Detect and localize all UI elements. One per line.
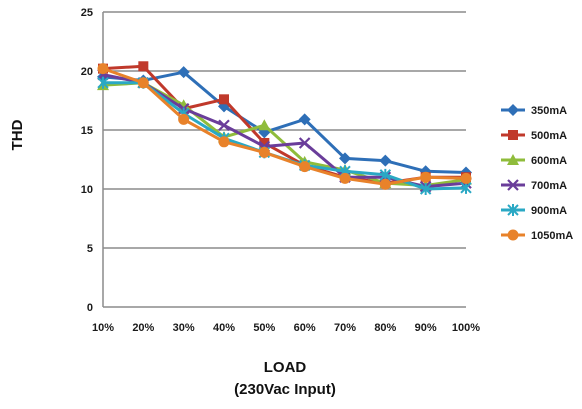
series-line-600mA <box>101 81 468 187</box>
data-point-350mA <box>379 154 392 167</box>
series-350mA <box>97 66 472 179</box>
legend-label: 600mA <box>531 155 567 167</box>
legend-marker <box>507 204 519 216</box>
data-point-500mA <box>259 137 270 148</box>
legend-label: 700mA <box>531 180 567 192</box>
data-point-1050mA <box>97 63 109 75</box>
y-tick-label: 25 <box>81 7 93 19</box>
x-tick-label: 50% <box>253 322 275 334</box>
legend-item-1050mA: 1050mA <box>501 229 573 242</box>
legend-marker <box>507 229 519 241</box>
data-point-1050mA <box>339 172 351 184</box>
data-point-900mA <box>97 76 109 89</box>
legend-item-700mA: 700mA <box>501 179 567 192</box>
data-point-900mA <box>419 183 432 195</box>
data-point-350mA <box>339 152 351 165</box>
x-tick-label: 60% <box>294 322 316 334</box>
legend-label: 900mA <box>531 205 567 217</box>
data-point-1050mA <box>460 172 472 184</box>
data-point-350mA <box>298 113 311 126</box>
x-tick-label: 10% <box>92 322 114 334</box>
y-tick-labels: 0 5 10 15 20 25 <box>81 7 93 314</box>
legend: 350mA 500mA 600mA 700mA 900mA 1050mA <box>501 104 573 242</box>
x-tick-label: 40% <box>213 322 235 334</box>
x-tick-label: 70% <box>334 322 356 334</box>
legend-marker <box>507 179 519 191</box>
data-point-1050mA <box>420 171 432 183</box>
y-tick-label: 0 <box>87 302 93 314</box>
x-tick-label: 20% <box>132 322 154 334</box>
y-tick-label: 15 <box>81 125 93 137</box>
data-point-1050mA <box>258 146 270 158</box>
x-axis-title: LOAD <box>264 359 307 376</box>
legend-marker <box>508 130 518 140</box>
x-tick-label: 100% <box>452 322 480 334</box>
series-line-1050mA <box>101 67 468 186</box>
series-600mA <box>97 76 472 191</box>
x-axis-subtitle: (230Vac Input) <box>234 381 336 398</box>
x-tick-label: 90% <box>415 322 437 334</box>
legend-marker <box>507 154 519 165</box>
series-layer <box>97 61 472 195</box>
data-point-700mA <box>298 137 311 149</box>
y-tick-label: 5 <box>87 243 93 255</box>
data-point-500mA <box>219 94 229 105</box>
series-1050mA <box>97 63 472 190</box>
data-point-1050mA <box>218 136 230 148</box>
y-tick-label: 20 <box>81 66 93 78</box>
series-line-350mA <box>101 70 468 174</box>
data-point-1050mA <box>137 77 149 89</box>
data-point-500mA <box>138 61 149 72</box>
grid-layer <box>102 11 466 308</box>
data-point-1050mA <box>299 161 311 173</box>
data-point-700mA <box>218 119 230 132</box>
legend-label: 350mA <box>531 105 567 117</box>
y-tick-label: 10 <box>81 184 93 196</box>
data-point-1050mA <box>379 178 391 190</box>
legend-item-900mA: 900mA <box>501 204 567 217</box>
data-point-600mA <box>258 119 271 131</box>
data-point-1050mA <box>178 113 190 125</box>
series-line-900mA <box>101 81 468 191</box>
x-tick-label: 30% <box>173 322 195 334</box>
legend-label: 1050mA <box>531 230 573 242</box>
legend-marker <box>507 104 519 116</box>
legend-label: 500mA <box>531 130 567 142</box>
x-tick-labels: 10% 20% 30% 40% 50% 60% 70% 80% 90% 100% <box>92 322 480 334</box>
y-axis-title: THD <box>9 119 26 150</box>
legend-item-500mA: 500mA <box>501 130 567 142</box>
legend-item-350mA: 350mA <box>501 104 567 117</box>
legend-item-600mA: 600mA <box>501 154 567 167</box>
data-point-350mA <box>177 66 190 79</box>
x-tick-label: 80% <box>374 322 396 334</box>
